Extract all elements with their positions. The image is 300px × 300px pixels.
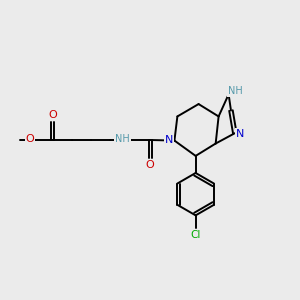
Text: Cl: Cl	[190, 230, 201, 239]
Text: O: O	[145, 160, 154, 170]
Text: N: N	[165, 135, 173, 145]
Text: O: O	[26, 134, 34, 144]
Text: N: N	[236, 129, 244, 139]
Text: NH: NH	[115, 134, 130, 144]
Text: O: O	[48, 110, 57, 120]
Text: NH: NH	[228, 86, 242, 96]
